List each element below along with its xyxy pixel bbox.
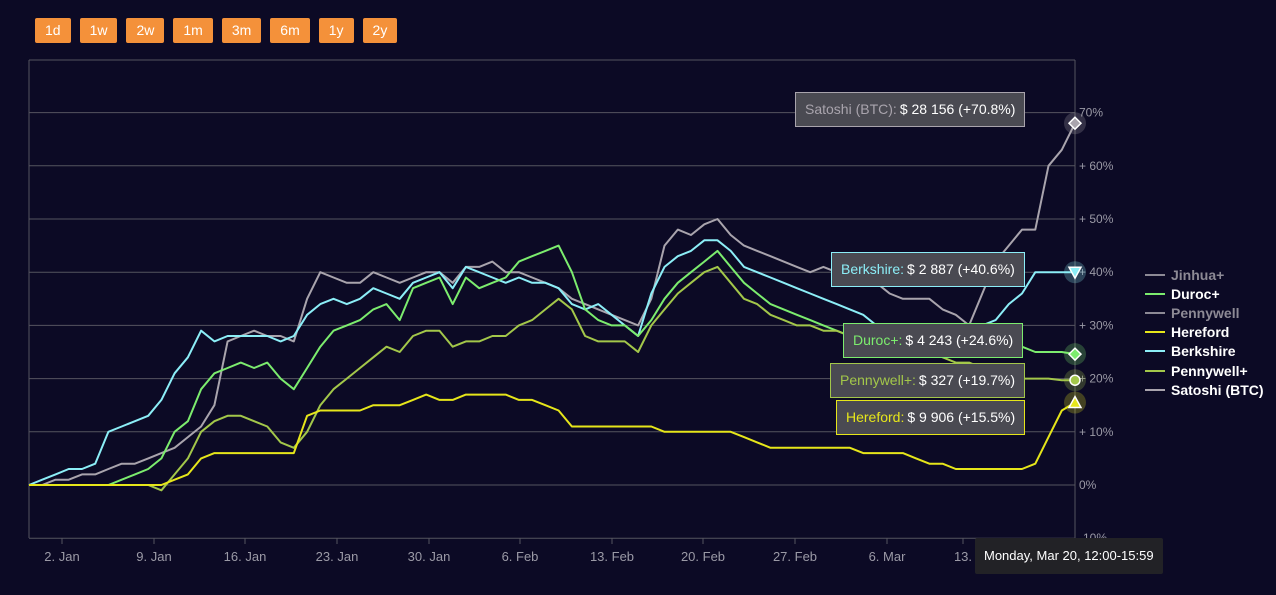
range-button-1w[interactable]: 1w [79, 18, 118, 43]
tooltip-series-label: Pennywell+: [840, 372, 916, 388]
crosshair-date-label: Monday, Mar 20, 12:00-15:59 [975, 538, 1163, 574]
x-tick-label: 6. Feb [502, 549, 539, 564]
y-tick-label: 70% [1079, 106, 1103, 120]
legend-label: Jinhua+ [1171, 266, 1225, 283]
legend-label: Satoshi (BTC) [1171, 381, 1264, 398]
x-tick-label: 9. Jan [136, 549, 171, 564]
x-tick-label: 16. Jan [224, 549, 267, 564]
series-line-hereford [29, 393, 1076, 486]
legend-item-satoshi-btc-[interactable]: Satoshi (BTC) [1145, 380, 1264, 399]
x-tick-label: 20. Feb [681, 549, 725, 564]
y-tick-label: + 50% [1079, 212, 1114, 226]
x-tick-label: 23. Jan [316, 549, 359, 564]
legend-label: Duroc+ [1171, 285, 1220, 302]
x-tick-label: 13. Feb [590, 549, 634, 564]
range-selector: 1d 1w 2w 1m 3m 6m 1y 2y [35, 18, 398, 43]
y-tick-label: + 30% [1079, 318, 1114, 332]
x-tick-label: 6. Mar [869, 549, 907, 564]
legend-item-pennywell-[interactable]: Pennywell+ [1145, 361, 1264, 380]
tooltip-duroc-: Duroc+: $ 4 243 (+24.6%) [843, 323, 1024, 358]
range-button-6m[interactable]: 6m [270, 18, 310, 43]
range-button-2y[interactable]: 2y [362, 18, 398, 43]
y-tick-label: 0% [1079, 478, 1097, 492]
legend-swatch [1145, 292, 1165, 295]
legend-swatch [1145, 388, 1165, 391]
range-button-2w[interactable]: 2w [126, 18, 165, 43]
x-tick-label: 13. [954, 549, 972, 564]
legend-item-jinhua-[interactable]: Jinhua+ [1145, 265, 1264, 284]
tooltip-series-label: Hereford: [846, 409, 905, 425]
marker-satoshi-btc- [1067, 116, 1083, 131]
tooltip-satoshi-btc-: Satoshi (BTC): $ 28 156 (+70.8%) [795, 92, 1026, 127]
legend-item-pennywell[interactable]: Pennywell [1145, 303, 1264, 322]
marker-berkshire [1067, 266, 1083, 280]
y-tick-label: + 10% [1079, 425, 1114, 439]
legend-swatch [1145, 350, 1165, 353]
y-tick-label: + 60% [1079, 159, 1114, 173]
legend-swatch [1145, 369, 1165, 372]
legend-label: Hereford [1171, 324, 1230, 341]
tooltip-series-label: Satoshi (BTC): [805, 101, 897, 117]
legend-label: Pennywell [1171, 304, 1240, 321]
tooltip-series-label: Berkshire: [841, 261, 905, 277]
legend-label: Pennywell+ [1171, 362, 1248, 379]
legend-item-hereford[interactable]: Hereford [1145, 323, 1264, 342]
range-button-1y[interactable]: 1y [318, 18, 354, 43]
legend-label: Berkshire [1171, 343, 1236, 360]
legend-swatch [1145, 273, 1165, 276]
legend-item-berkshire[interactable]: Berkshire [1145, 342, 1264, 361]
x-tick-label: 2. Jan [44, 549, 79, 564]
x-tick-label: 27. Feb [773, 549, 817, 564]
marker-pennywell- [1069, 374, 1081, 386]
legend-swatch [1145, 331, 1165, 334]
y-tick-label: + 40% [1079, 265, 1114, 279]
range-button-1d[interactable]: 1d [35, 18, 71, 43]
legend-item-duroc-[interactable]: Duroc+ [1145, 284, 1264, 303]
legend-swatch [1145, 311, 1165, 314]
tooltip-value: $ 28 156 (+70.8%) [899, 101, 1016, 117]
tooltip-value: $ 9 906 (+15.5%) [907, 409, 1016, 425]
tooltip-value: $ 4 243 (+24.6%) [905, 332, 1014, 348]
marker-hereford [1067, 394, 1083, 409]
tooltip-series-label: Duroc+: [853, 332, 903, 348]
tooltip-value: $ 327 (+19.7%) [918, 372, 1016, 388]
tooltip-value: $ 2 887 (+40.6%) [907, 261, 1015, 277]
tooltip-hereford: Hereford: $ 9 906 (+15.5%) [836, 400, 1026, 435]
range-button-3m[interactable]: 3m [221, 18, 262, 43]
range-button-1m[interactable]: 1m [173, 18, 213, 43]
chart-legend: Jinhua+ Duroc+ Pennywell Hereford Berkshire P… [1145, 265, 1264, 399]
tooltip-pennywell-: Pennywell+: $ 327 (+19.7%) [830, 363, 1026, 398]
marker-duroc- [1067, 347, 1083, 362]
y-tick-label: + 20% [1079, 372, 1114, 386]
x-tick-label: 30. Jan [408, 549, 451, 564]
tooltip-berkshire: Berkshire: $ 2 887 (+40.6%) [831, 252, 1025, 287]
